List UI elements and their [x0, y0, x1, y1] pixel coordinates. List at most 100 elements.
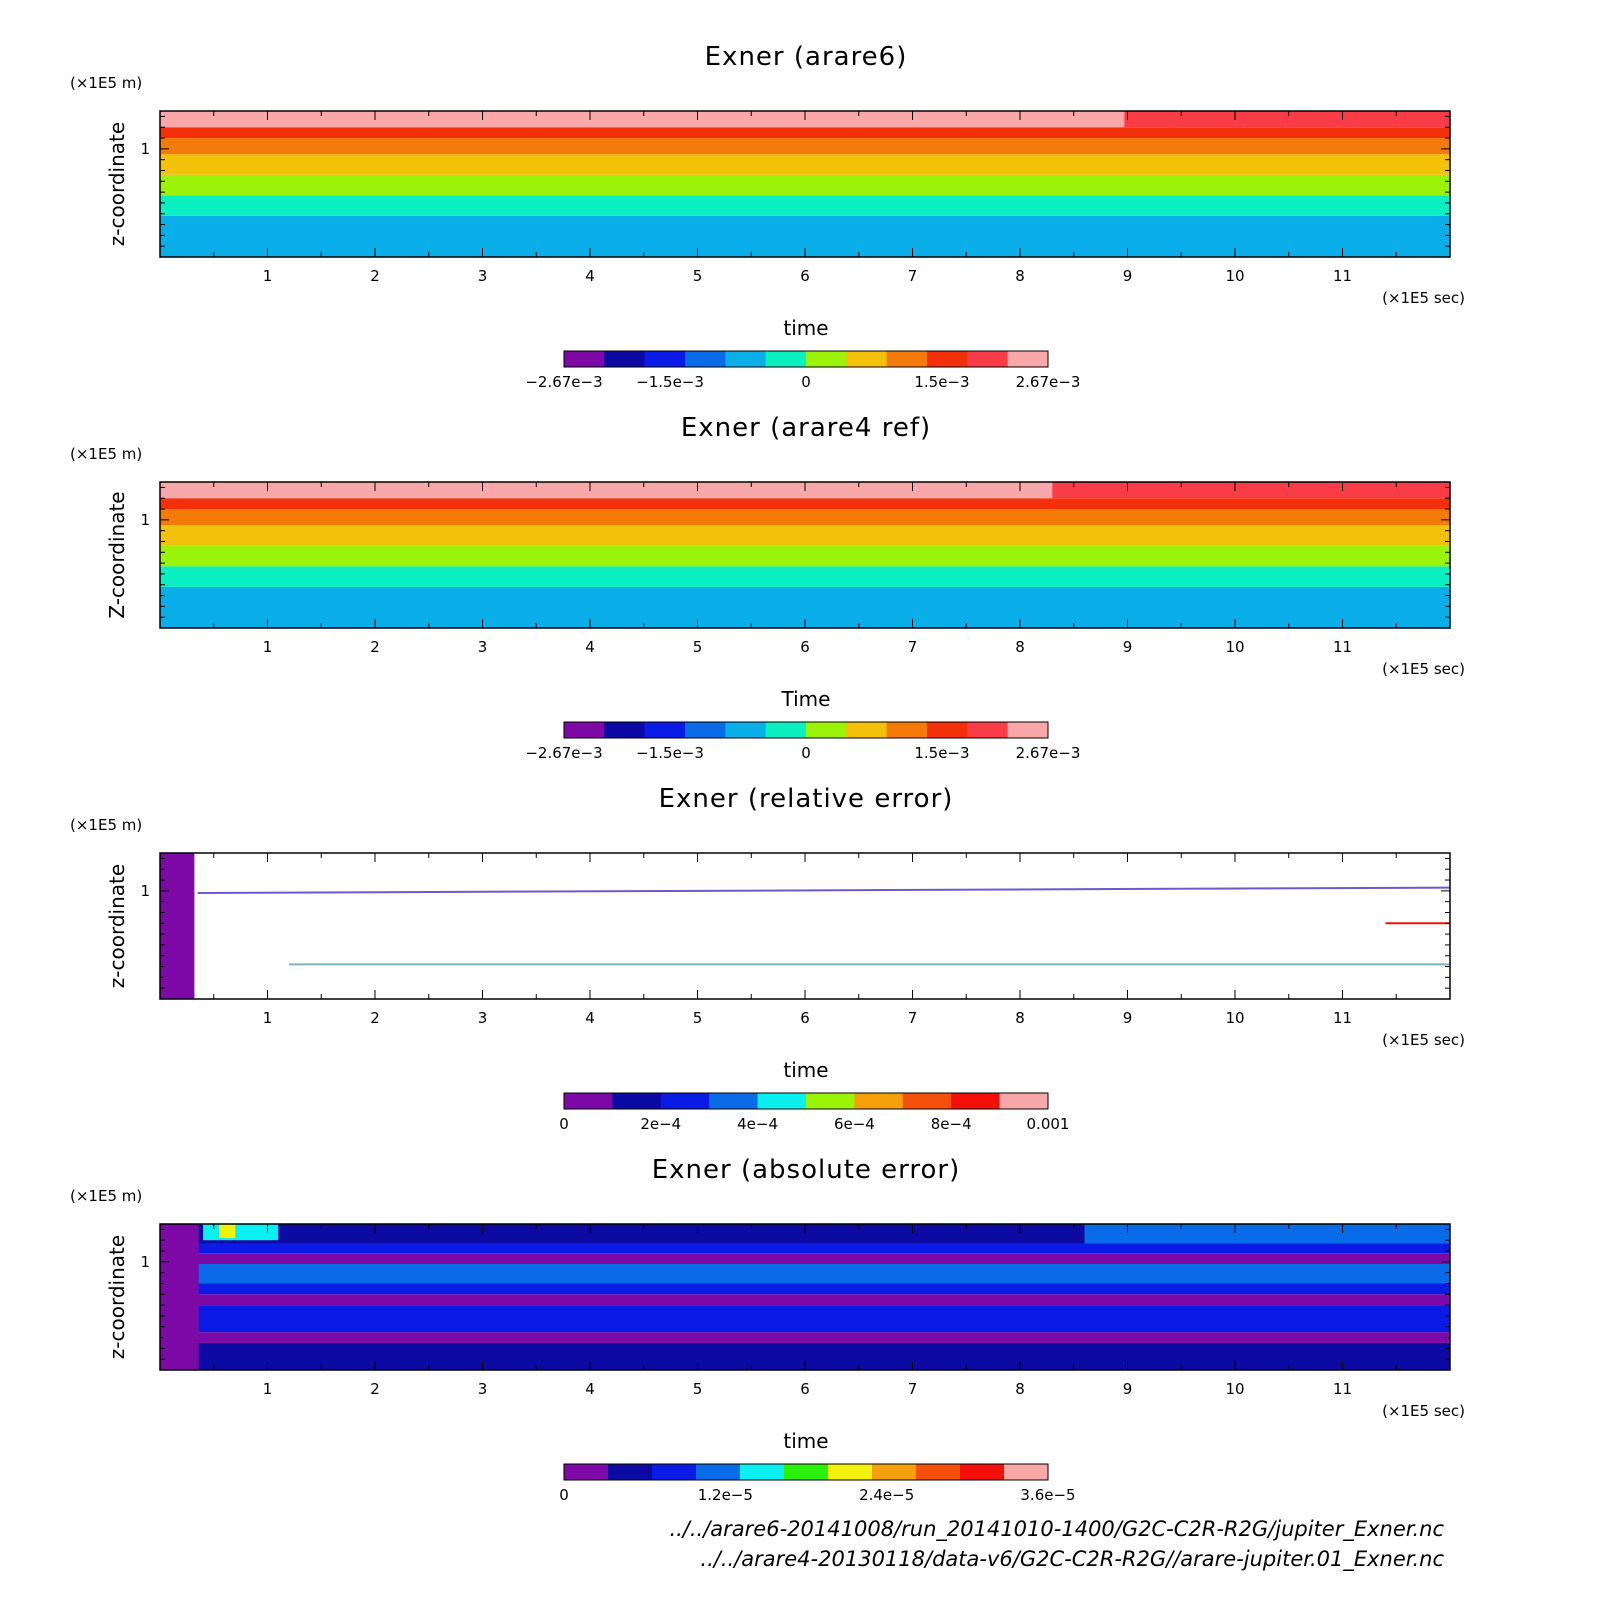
plot-background: [160, 853, 1450, 999]
colorbar-swatch: [967, 722, 1009, 738]
contour-band: [160, 1305, 1450, 1333]
colorbar-swatch: [806, 351, 847, 367]
x-unit-label: (×1E5 sec): [1382, 1031, 1465, 1049]
x-axis-label: time: [783, 1429, 828, 1453]
colorbar-label: 2.4e−5: [859, 1486, 914, 1504]
colorbar-swatch: [886, 722, 928, 738]
panel-title: Exner (absolute error): [652, 1155, 961, 1185]
colorbar-label: 0: [801, 744, 811, 762]
y-tick-label: 1: [140, 140, 150, 158]
colorbar-swatch: [685, 351, 726, 367]
colorbar-label: 2.67e−3: [1016, 373, 1081, 391]
footer: ../../arare6-20141008/run_20141010-1400/…: [669, 1514, 1444, 1574]
x-unit-label: (×1E5 sec): [1382, 1402, 1465, 1420]
contour-band: [1052, 482, 1450, 499]
x-tick-label: 10: [1225, 267, 1244, 285]
colorbar-swatch: [685, 722, 726, 738]
contour-band: [160, 498, 1450, 510]
colorbar: −2.67e−3 −1.5e−3 0 1.5e−3 2.67e−3: [525, 350, 1081, 391]
colorbar-swatch: [652, 1464, 697, 1480]
colorbar-label: −1.5e−3: [636, 373, 704, 391]
contour-band: [160, 509, 1450, 526]
colorbar-swatch: [612, 1093, 662, 1109]
panel-1: Exner (arare6) (×1E5 m) z-coordinate 1 2 3 4 5 6…: [70, 42, 1465, 391]
colorbar-swatch: [951, 1093, 1001, 1109]
colorbar-label: 1.2e−5: [698, 1486, 753, 1504]
contour-band: [160, 1294, 1450, 1306]
x-tick-label: 1: [263, 1009, 273, 1027]
y-unit-label: (×1E5 m): [70, 445, 142, 463]
y-tick-label: 1: [140, 511, 150, 529]
x-tick-label: 8: [1015, 1380, 1025, 1398]
colorbar-label: 3.6e−5: [1020, 1486, 1075, 1504]
y-unit-label: (×1E5 m): [70, 74, 142, 92]
panel-4: Exner (absolute error) (×1E5 m) z-coordina…: [70, 1155, 1465, 1504]
x-tick-label: 3: [478, 638, 488, 656]
colorbar-swatch: [564, 1093, 613, 1109]
colorbar-swatch: [604, 351, 646, 367]
colorbar: 0 1.2e−5 2.4e−5 3.6e−5: [559, 1463, 1076, 1504]
x-axis-label: time: [783, 1058, 828, 1082]
x-tick-label: 4: [585, 1380, 595, 1398]
error-line: [197, 886, 1451, 895]
panel-title: Exner (relative error): [659, 784, 954, 814]
panel-3: Exner (relative error) (×1E5 m) z-coordina…: [70, 784, 1465, 1133]
contour-band: [160, 1264, 1450, 1284]
colorbar-swatch: [564, 351, 605, 367]
x-tick-label: 11: [1333, 638, 1352, 656]
colorbar-label: 0.001: [1027, 1115, 1070, 1133]
colorbar-label: 1.5e−3: [914, 744, 969, 762]
x-tick-label: 10: [1225, 638, 1244, 656]
x-tick-label: 3: [478, 1380, 488, 1398]
contour-band: [160, 195, 1450, 216]
y-axis-label: z-coordinate: [105, 864, 129, 988]
contour-band: [160, 1253, 1450, 1265]
contour-band: [160, 1283, 1450, 1295]
colorbar-swatch: [608, 1464, 653, 1480]
colorbar-label: 8e−4: [931, 1115, 972, 1133]
colorbar-swatch: [846, 351, 888, 367]
colorbar-label: 0: [801, 373, 811, 391]
error-region: [160, 1224, 199, 1370]
x-tick-label: 11: [1333, 267, 1352, 285]
y-axis-label: Z-coordinate: [105, 491, 129, 618]
x-tick-label: 5: [693, 638, 703, 656]
x-tick-label: 9: [1123, 1380, 1133, 1398]
x-unit-label: (×1E5 sec): [1382, 660, 1465, 678]
y-axis-label: z-coordinate: [105, 1235, 129, 1359]
colorbar: 0 2e−4 4e−4 6e−4 8e−4 0.001: [559, 1092, 1070, 1133]
y-axis-label: z-coordinate: [105, 122, 129, 246]
colorbar-swatch: [846, 722, 888, 738]
x-unit-label: (×1E5 sec): [1382, 289, 1465, 307]
x-tick-label: 10: [1225, 1380, 1244, 1398]
colorbar-swatch: [644, 722, 686, 738]
x-tick-label: 3: [478, 1009, 488, 1027]
y-unit-label: (×1E5 m): [70, 1187, 142, 1205]
x-tick-label: 6: [800, 638, 810, 656]
contour-band: [1124, 111, 1450, 128]
x-tick-label: 10: [1225, 1009, 1244, 1027]
colorbar-frame: [563, 350, 1049, 368]
x-tick-label: 2: [370, 638, 380, 656]
x-tick-label: 4: [585, 1009, 595, 1027]
colorbar-swatch: [960, 1464, 1005, 1480]
x-tick-label: 2: [370, 1380, 380, 1398]
colorbar-swatch: [927, 351, 968, 367]
contour-band: [160, 138, 1450, 155]
colorbar-frame: [563, 721, 1049, 739]
x-tick-label: 4: [585, 267, 595, 285]
colorbar-swatch: [967, 351, 1009, 367]
colorbar-swatch: [765, 351, 807, 367]
x-tick-label: 5: [693, 1009, 703, 1027]
panel-2: Exner (arare4 ref) (×1E5 m) Z-coordinate 1 2…: [70, 413, 1465, 762]
x-tick-label: 2: [370, 1009, 380, 1027]
colorbar-swatch: [916, 1464, 961, 1480]
colorbar-swatch: [872, 1464, 917, 1480]
colorbar-swatch: [644, 351, 686, 367]
contour-band: [160, 154, 1450, 175]
footer-line-1: ../../arare6-20141008/run_20141010-1400/…: [669, 1517, 1444, 1541]
colorbar-swatch: [709, 1093, 759, 1109]
x-tick-label: 9: [1123, 267, 1133, 285]
contour-band: [160, 127, 1450, 139]
colorbar-swatch: [604, 722, 646, 738]
